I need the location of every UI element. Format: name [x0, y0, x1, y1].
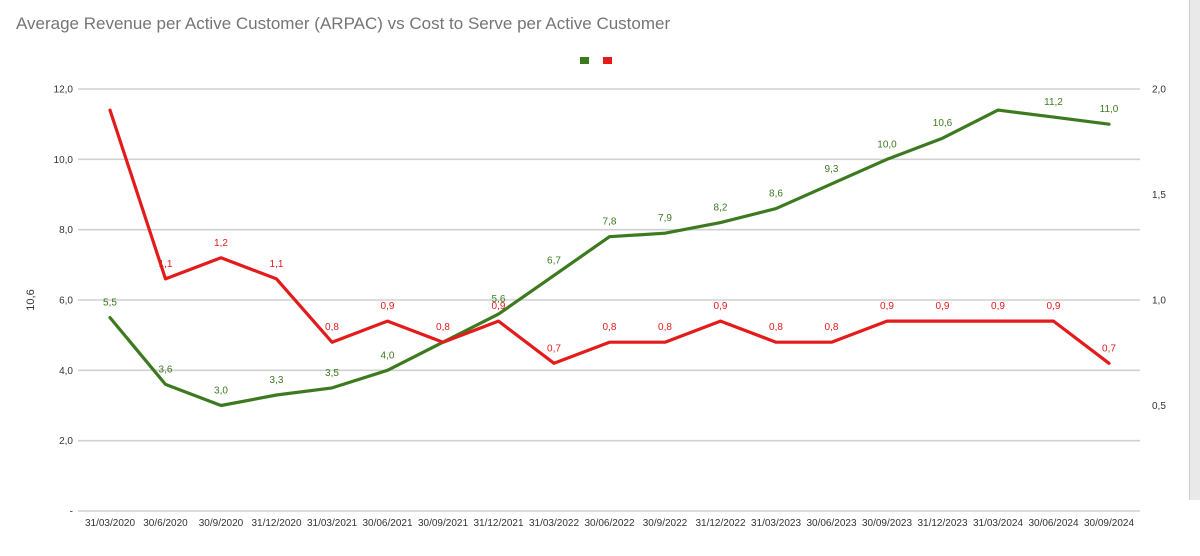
data-label: 0,9: [1047, 301, 1061, 312]
data-label: 3,6: [159, 364, 173, 375]
x-tick-label: 31/12/2020: [251, 518, 301, 529]
x-tick-label: 31/03/2022: [529, 518, 579, 529]
data-label: 5,6: [492, 294, 506, 305]
y-axis-label: 10,6: [25, 289, 37, 310]
right-tick-label: 0,5: [1152, 401, 1166, 412]
x-tick-label: 30/9/2020: [199, 518, 244, 529]
data-label: 0,8: [436, 322, 450, 333]
x-tick-label: 31/12/2021: [473, 518, 523, 529]
data-label: 1,1: [159, 259, 173, 270]
data-label: 5,5: [103, 298, 117, 309]
data-label: 0,8: [325, 322, 339, 333]
x-tick-label: 31/03/2023: [751, 518, 801, 529]
data-label: 0,9: [714, 301, 728, 312]
legend-swatch-green: [580, 57, 589, 64]
x-tick-label: 31/12/2023: [917, 518, 967, 529]
chart-title: Average Revenue per Active Customer (ARP…: [16, 14, 671, 33]
data-label: 0,7: [1102, 343, 1116, 354]
data-label: 0,8: [825, 322, 839, 333]
x-tick-label: 30/06/2022: [584, 518, 634, 529]
data-label: 1,1: [270, 259, 284, 270]
right-tick-label: 1,5: [1152, 190, 1166, 201]
x-tick-label: 30/9/2022: [643, 518, 688, 529]
data-label: 10,0: [877, 139, 897, 150]
x-tick-label: 30/6/2020: [143, 518, 188, 529]
data-label: 0,9: [492, 301, 506, 312]
right-tick-label: 1,0: [1152, 296, 1166, 307]
x-tick-label: 31/03/2021: [307, 518, 357, 529]
left-tick-label: 6,0: [59, 296, 73, 307]
data-label: 0,9: [936, 301, 950, 312]
data-label: 0,8: [769, 322, 783, 333]
data-label: 4,0: [381, 350, 395, 361]
data-label: 11,2: [1044, 97, 1063, 108]
data-label: 8,2: [714, 203, 728, 214]
x-tick-label: 31/12/2022: [695, 518, 745, 529]
scrollbar-edge[interactable]: [1189, 0, 1200, 500]
x-tick-label: 30/06/2023: [806, 518, 856, 529]
data-label: 3,0: [214, 386, 228, 397]
data-label: 6,7: [547, 255, 561, 266]
data-label: 0,8: [658, 322, 672, 333]
left-tick-label: 8,0: [59, 225, 73, 236]
data-label: 1,2: [214, 238, 228, 249]
data-label: 0,9: [381, 301, 395, 312]
x-tick-label: 30/06/2021: [362, 518, 412, 529]
series-line-cost: [108, 108, 1111, 365]
data-label: 8,6: [769, 189, 783, 200]
data-label: 3,3: [270, 375, 284, 386]
data-label: 3,5: [325, 368, 339, 379]
left-tick-label: 12,0: [54, 85, 74, 96]
data-label: 11,0: [1100, 104, 1119, 115]
right-tick-label: 2,0: [1152, 85, 1166, 96]
data-label: 7,9: [658, 213, 672, 224]
left-tick-label: 2,0: [59, 436, 73, 447]
x-tick-label: 30/09/2023: [862, 518, 912, 529]
left-tick-label: 4,0: [59, 366, 73, 377]
legend-swatch-red: [603, 57, 612, 64]
left-tick-label: 10,0: [54, 155, 74, 166]
data-label: 9,3: [825, 164, 839, 175]
data-label: 0,7: [547, 343, 561, 354]
data-label: 0,9: [880, 301, 894, 312]
x-tick-label: 30/09/2024: [1084, 518, 1134, 529]
data-label: 0,8: [603, 322, 617, 333]
x-tick-label: 30/06/2024: [1028, 518, 1078, 529]
x-tick-label: 31/03/2024: [973, 518, 1023, 529]
x-tick-label: 30/09/2021: [418, 518, 468, 529]
data-label: 10,6: [933, 118, 953, 129]
series-line-arpac: [108, 108, 1111, 408]
x-tick-label: 31/03/2020: [85, 518, 135, 529]
left-tick-label: -: [70, 507, 73, 518]
data-label: 0,9: [991, 301, 1005, 312]
data-label: 7,8: [603, 217, 617, 228]
